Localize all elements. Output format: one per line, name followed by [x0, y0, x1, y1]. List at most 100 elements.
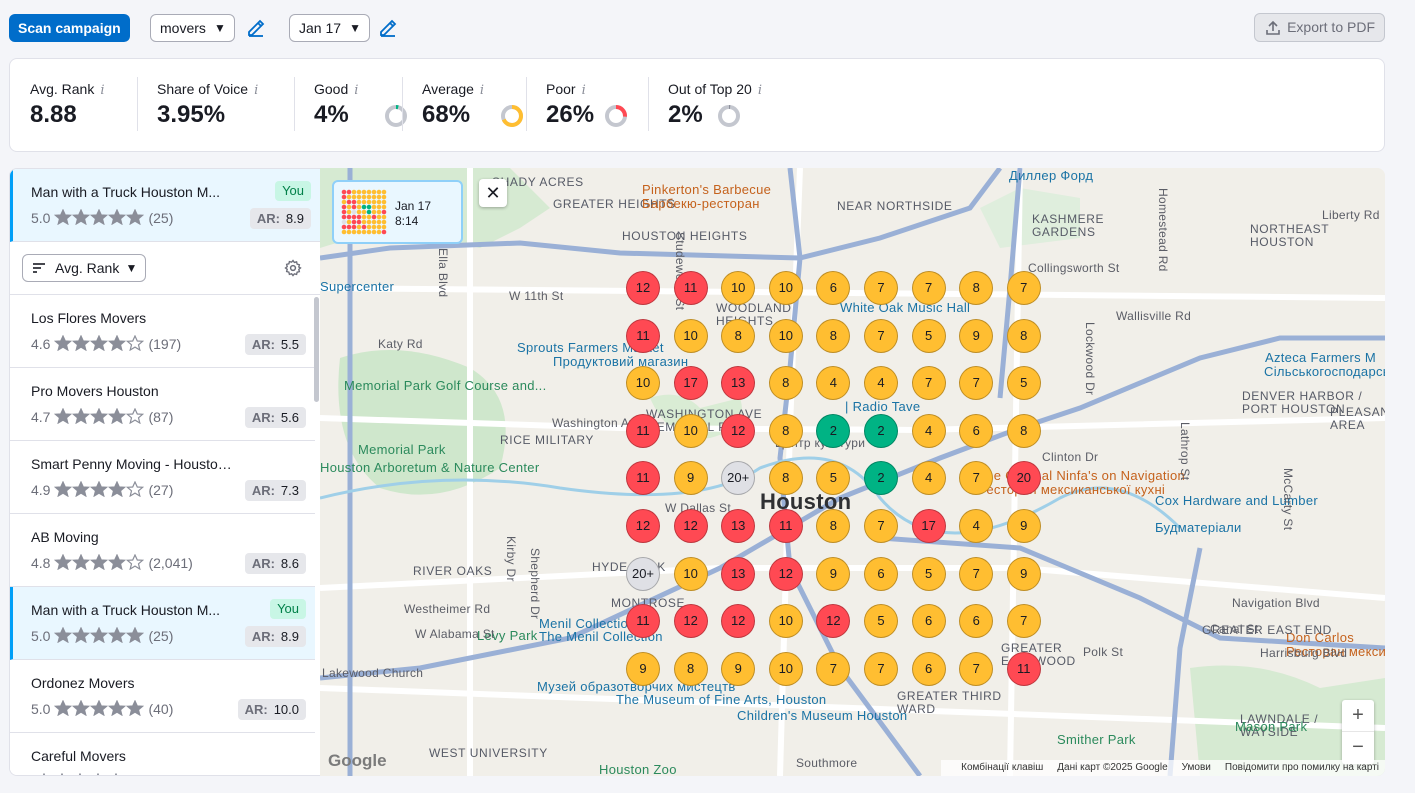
rank-pin[interactable]: 5	[911, 318, 946, 353]
competitor-list-item[interactable]: Smart Penny Moving - Houston Mo... 4.9 (27…	[10, 441, 315, 514]
rank-pin[interactable]: 6	[864, 556, 898, 591]
attribution-link[interactable]: Дані карт ©2025 Google	[1057, 762, 1168, 773]
attribution-link[interactable]: Повідомити про помилку на карті	[1224, 762, 1379, 773]
date-select[interactable]: Jan 17 ▼	[289, 14, 371, 42]
competitor-list-item[interactable]: Los Flores Movers 4.6 (197) AR: 5.5	[10, 295, 315, 368]
rank-pin[interactable]: 4	[911, 461, 946, 496]
rank-pin[interactable]: 12	[721, 604, 756, 639]
rank-pin[interactable]: 9	[959, 318, 994, 353]
rank-pin[interactable]: 2	[864, 413, 898, 448]
pinned-business-card[interactable]: Man with a Truck Houston M... You 5.0 (25…	[10, 169, 320, 242]
rank-pin[interactable]: 2	[816, 413, 851, 448]
rank-pin[interactable]: 17	[911, 509, 946, 543]
rank-pin[interactable]: 20+	[626, 556, 660, 591]
competitor-list-item[interactable]: Ordonez Movers 5.0 (40) AR: 10.0	[10, 660, 315, 733]
rank-pin[interactable]: 2	[864, 461, 898, 496]
info-icon[interactable]: i	[479, 83, 485, 98]
rank-pin[interactable]: 12	[768, 556, 803, 591]
competitor-list-item[interactable]: AB Moving 4.8 (2,041) AR: 8.6	[10, 514, 315, 587]
rank-pin[interactable]: 12	[673, 604, 708, 639]
rank-pin[interactable]: 6	[959, 604, 994, 639]
rank-pin[interactable]: 12	[673, 509, 708, 543]
competitor-list-item[interactable]: Careful Movers	[10, 733, 315, 775]
scan-campaign-button[interactable]: Scan campaign	[9, 14, 130, 42]
rank-pin[interactable]: 10	[768, 271, 803, 305]
rank-pin[interactable]: 5	[1006, 366, 1041, 401]
edit-keyword-pencil-icon[interactable]	[246, 18, 266, 38]
rank-pin[interactable]: 13	[721, 509, 756, 543]
rank-pin[interactable]: 4	[816, 366, 851, 401]
rank-pin[interactable]: 8	[1006, 413, 1041, 448]
rank-pin[interactable]: 11	[626, 604, 660, 639]
info-icon[interactable]: i	[757, 83, 762, 98]
rank-pin[interactable]: 10	[721, 271, 756, 305]
rank-pin[interactable]: 5	[911, 556, 946, 591]
rank-pin[interactable]: 5	[864, 604, 898, 639]
rank-pin[interactable]: 8	[721, 318, 756, 353]
rank-pin[interactable]: 9	[673, 461, 708, 496]
keyword-select[interactable]: movers ▼	[150, 14, 235, 42]
rank-pin[interactable]: 4	[864, 366, 898, 401]
info-icon[interactable]: i	[254, 83, 259, 98]
rank-pin[interactable]: 4	[911, 413, 946, 448]
rank-pin[interactable]: 6	[959, 413, 994, 448]
rank-pin[interactable]: 7	[911, 366, 946, 401]
rank-pin[interactable]: 4	[959, 509, 994, 543]
edit-date-pencil-icon[interactable]	[378, 18, 398, 38]
gear-icon[interactable]	[284, 259, 302, 277]
rank-pin[interactable]: 8	[816, 509, 851, 543]
rank-pin[interactable]: 6	[911, 604, 946, 639]
rank-pin[interactable]: 11	[626, 318, 660, 353]
rank-pin[interactable]: 11	[626, 461, 660, 496]
rank-pin[interactable]: 20+	[721, 461, 756, 496]
list-scrollbar[interactable]	[314, 297, 319, 402]
rank-pin[interactable]: 13	[721, 556, 756, 591]
rank-pin[interactable]: 9	[816, 556, 851, 591]
rank-pin[interactable]: 10	[768, 604, 803, 639]
rank-pin[interactable]: 13	[721, 366, 756, 401]
close-snapshot-button[interactable]: ✕	[479, 179, 507, 207]
sort-by-select[interactable]: Avg. Rank ▼	[22, 254, 147, 282]
info-icon[interactable]: i	[100, 83, 105, 98]
attribution-link[interactable]: Комбінації клавіш	[961, 762, 1044, 773]
rank-pin[interactable]: 7	[864, 651, 898, 686]
rank-pin[interactable]: 7	[1006, 604, 1041, 639]
rank-pin[interactable]: 6	[816, 271, 851, 305]
export-pdf-button[interactable]: Export to PDF	[1254, 13, 1385, 42]
attribution-link[interactable]: Умови	[1181, 762, 1211, 773]
rank-pin[interactable]: 12	[626, 271, 660, 305]
rank-pin[interactable]: 7	[959, 651, 994, 686]
info-icon[interactable]: i	[354, 83, 359, 98]
rank-pin[interactable]: 7	[959, 461, 994, 496]
rank-pin[interactable]: 7	[959, 556, 994, 591]
rank-pin[interactable]: 17	[673, 366, 708, 401]
zoom-in-button[interactable]: +	[1342, 700, 1374, 732]
competitor-list-item[interactable]: Man with a Truck Houston M... You 5.0 (25) A…	[10, 587, 315, 660]
zoom-out-button[interactable]: −	[1352, 736, 1364, 758]
rank-pin[interactable]: 9	[1006, 509, 1041, 543]
rank-pin[interactable]: 8	[768, 413, 803, 448]
rank-pin[interactable]: 6	[911, 651, 946, 686]
rank-pin[interactable]: 7	[911, 271, 946, 305]
rank-pin[interactable]: 11	[626, 413, 660, 448]
competitor-list-item[interactable]: Pro Movers Houston 4.7 (87) AR: 5.6	[10, 368, 315, 441]
rank-pin[interactable]: 7	[959, 366, 994, 401]
rank-pin[interactable]: 9	[1006, 556, 1041, 591]
rank-pin[interactable]: 10	[673, 413, 708, 448]
rank-pin[interactable]: 8	[673, 651, 708, 686]
info-icon[interactable]: i	[581, 83, 586, 98]
rank-pin[interactable]: 10	[768, 651, 803, 686]
rank-pin[interactable]: 10	[673, 318, 708, 353]
rank-pin[interactable]: 9	[721, 651, 756, 686]
rank-pin[interactable]: 7	[816, 651, 851, 686]
rank-pin[interactable]: 20	[1006, 461, 1041, 496]
rank-pin[interactable]: 9	[626, 651, 660, 686]
rank-pin[interactable]: 11	[673, 271, 708, 305]
rank-pin[interactable]: 7	[1006, 271, 1041, 305]
rank-pin[interactable]: 11	[1006, 651, 1041, 686]
rank-pin[interactable]: 10	[673, 556, 708, 591]
rank-pin[interactable]: 8	[1006, 318, 1041, 353]
rank-pin[interactable]: 11	[768, 509, 803, 543]
rank-pin[interactable]: 7	[864, 318, 898, 353]
rank-pin[interactable]: 12	[626, 509, 660, 543]
